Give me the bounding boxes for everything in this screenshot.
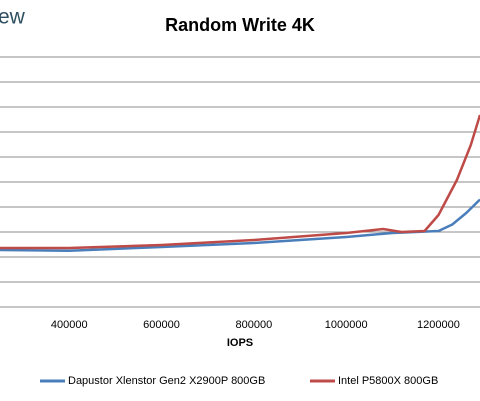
x-tick-label: 1000000 <box>325 319 368 331</box>
x-axis-title: IOPS <box>227 337 253 349</box>
plot-area <box>0 114 480 253</box>
legend-label: Intel P5800X 800GB <box>338 375 438 387</box>
chart-title: Random Write 4K <box>165 15 315 35</box>
series-line <box>0 114 480 250</box>
grid <box>0 56 480 308</box>
legend-label: Dapustor Xlenstor Gen2 X2900P 800GB <box>68 375 265 387</box>
brand-text: ew <box>0 6 26 29</box>
series-line <box>0 198 480 253</box>
x-ticks: 400000 600000 800000 1000000 1200000 <box>51 319 460 331</box>
x-tick-label: 1200000 <box>417 319 460 331</box>
x-tick-label: 400000 <box>51 319 88 331</box>
x-tick-label: 800000 <box>235 319 272 331</box>
legend: Dapustor Xlenstor Gen2 X2900P 800GB Intel… <box>40 375 438 387</box>
x-tick-label: 600000 <box>143 319 180 331</box>
